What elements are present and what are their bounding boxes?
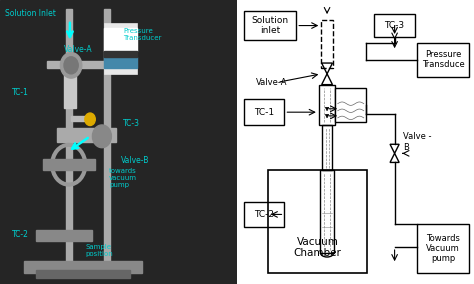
Text: Pressure
Transducer: Pressure Transducer bbox=[123, 28, 162, 41]
Bar bbox=[66, 9, 72, 270]
Bar bbox=[57, 128, 116, 142]
Bar bbox=[244, 202, 284, 227]
Text: Solution
inlet: Solution inlet bbox=[252, 16, 289, 35]
Bar bbox=[374, 14, 415, 37]
Circle shape bbox=[85, 113, 95, 126]
Polygon shape bbox=[325, 114, 328, 118]
Polygon shape bbox=[325, 107, 328, 111]
Text: TC-3: TC-3 bbox=[123, 119, 140, 128]
Text: Towards
Vacuum
pump: Towards Vacuum pump bbox=[426, 234, 460, 263]
Bar bbox=[244, 11, 296, 40]
Bar bbox=[43, 159, 95, 170]
Text: Valve-B: Valve-B bbox=[121, 156, 149, 165]
Text: Sample
position: Sample position bbox=[85, 244, 113, 257]
Bar bbox=[321, 20, 333, 68]
Text: TC-2: TC-2 bbox=[12, 230, 29, 239]
Bar bbox=[417, 43, 469, 77]
Bar bbox=[322, 125, 332, 170]
Text: Vacuum
Chamber: Vacuum Chamber bbox=[293, 237, 342, 258]
Bar bbox=[104, 23, 137, 74]
Bar bbox=[104, 51, 137, 57]
Text: Valve-A: Valve-A bbox=[256, 78, 287, 87]
Bar bbox=[36, 270, 130, 278]
Circle shape bbox=[92, 125, 111, 148]
Bar bbox=[320, 170, 334, 253]
Bar bbox=[244, 99, 284, 125]
Circle shape bbox=[60, 53, 82, 78]
Bar bbox=[71, 116, 90, 121]
Bar bbox=[64, 62, 76, 108]
Text: TC-1: TC-1 bbox=[12, 88, 29, 97]
Bar bbox=[47, 61, 114, 68]
Text: Pressure
Transduce: Pressure Transduce bbox=[422, 50, 465, 69]
Bar bbox=[417, 224, 469, 273]
Bar bbox=[24, 261, 142, 273]
Bar bbox=[319, 85, 335, 125]
Text: TC-3: TC-3 bbox=[384, 21, 405, 30]
Bar bbox=[36, 230, 92, 241]
Bar bbox=[104, 57, 137, 68]
Bar bbox=[104, 9, 110, 270]
Text: TC-2: TC-2 bbox=[254, 210, 274, 219]
Bar bbox=[268, 170, 367, 273]
Text: towards
vacuum
pump: towards vacuum pump bbox=[109, 168, 137, 187]
Bar bbox=[104, 28, 137, 51]
Text: TC-1: TC-1 bbox=[254, 108, 274, 117]
Text: Solution Inlet: Solution Inlet bbox=[5, 9, 55, 18]
Bar bbox=[336, 88, 366, 122]
Circle shape bbox=[64, 57, 78, 74]
Text: Valve -
B: Valve - B bbox=[403, 132, 431, 152]
Text: Valve-A: Valve-A bbox=[64, 45, 92, 55]
